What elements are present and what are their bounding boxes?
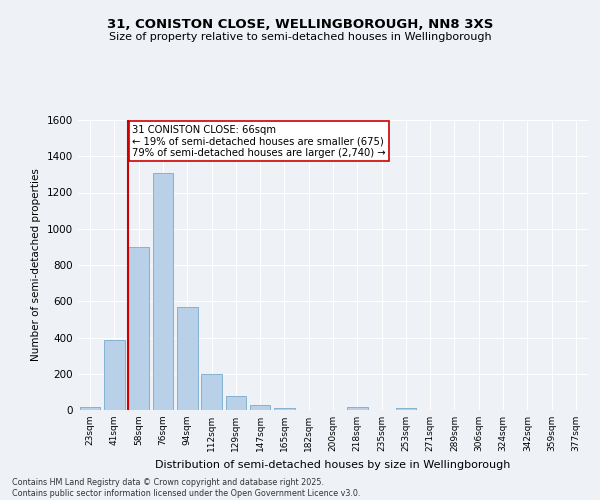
Bar [152,172,173,410]
Text: 31, CONISTON CLOSE, WELLINGBOROUGH, NN8 3XS: 31, CONISTON CLOSE, WELLINGBOROUGH, NN8 … [107,18,493,30]
Bar [201,374,222,410]
Text: Size of property relative to semi-detached houses in Wellingborough: Size of property relative to semi-detach… [109,32,491,42]
Y-axis label: Number of semi-detached properties: Number of semi-detached properties [31,168,41,362]
Bar [274,408,295,410]
Bar [226,396,246,410]
Text: Contains HM Land Registry data © Crown copyright and database right 2025.
Contai: Contains HM Land Registry data © Crown c… [12,478,361,498]
Bar [177,306,197,410]
Bar [347,408,368,410]
Bar [104,340,125,410]
Bar [80,408,100,410]
Bar [250,406,271,410]
Bar [128,247,149,410]
Bar [395,408,416,410]
Text: 31 CONISTON CLOSE: 66sqm
← 19% of semi-detached houses are smaller (675)
79% of : 31 CONISTON CLOSE: 66sqm ← 19% of semi-d… [132,124,386,158]
X-axis label: Distribution of semi-detached houses by size in Wellingborough: Distribution of semi-detached houses by … [155,460,511,469]
